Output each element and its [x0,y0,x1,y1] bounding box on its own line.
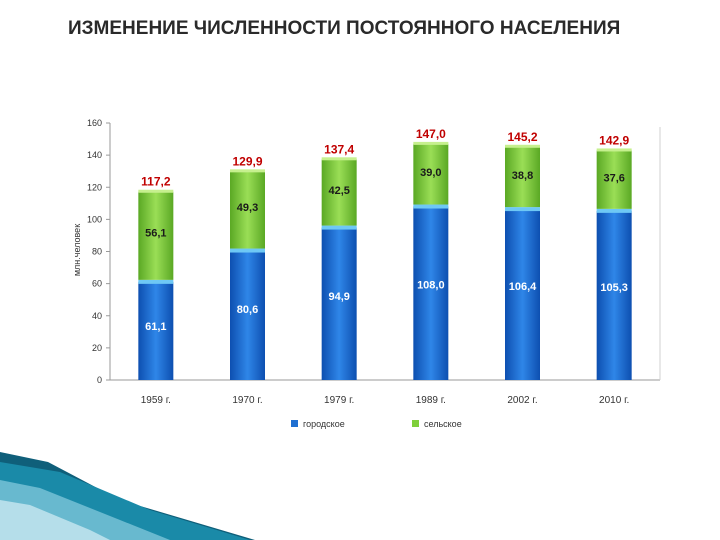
y-tick-label: 60 [92,279,102,289]
bar-urban-cap [596,208,632,213]
data-label-urban: 94,9 [328,291,349,303]
x-tick-label: 2010 г. [599,395,629,406]
bar-rural-cap [321,157,357,161]
bar-urban [505,209,540,380]
data-label-rural: 49,3 [237,202,258,214]
page-title: ИЗМЕНЕНИЕ ЧИСЛЕННОСТИ ПОСТОЯННОГО НАСЕЛЕ… [68,18,621,39]
bar-rural [596,150,632,209]
y-tick-label: 100 [87,214,102,224]
y-tick-label: 80 [92,247,102,257]
data-label-rural: 39,0 [420,167,441,179]
bar-urban [321,227,357,380]
data-label-total: 137,4 [324,142,354,156]
bar-urban-cap [413,204,449,209]
y-tick-label: 140 [87,150,102,160]
bar-rural-cap [413,141,449,145]
legend-label-rural: сельское [424,419,462,429]
bar-rural [138,191,174,280]
data-label-rural: 42,5 [328,185,349,197]
y-tick-label: 20 [92,343,102,353]
x-tick-label: 2002 г. [507,395,537,406]
data-label-urban: 105,3 [600,282,628,294]
y-tick-label: 120 [87,182,102,192]
data-label-urban: 61,1 [145,321,166,333]
bar-urban-cap [230,248,265,253]
bar-rural [413,143,449,205]
y-tick-label: 40 [92,311,102,321]
data-label-urban: 108,0 [417,280,445,292]
bar-rural [230,171,265,249]
bar-rural [505,146,540,208]
legend-swatch-rural [412,420,419,427]
data-label-rural: 56,1 [145,227,166,239]
data-label-rural: 37,6 [603,173,624,185]
y-axis-title: млн.человек [72,224,82,276]
data-label-urban: 106,4 [509,281,537,293]
bar-urban [413,206,449,380]
bar-urban [138,281,174,380]
y-tick-label: 0 [97,375,102,385]
plot-area: 0 20 40 60 80 100 120 140 160 млн.человек 61,1 56,1… [72,118,661,429]
data-label-total: 147,0 [416,127,446,141]
x-tick-label: 1959 г. [141,395,171,406]
x-tick-label: 1979 г. [324,395,354,406]
data-label-total: 142,9 [599,133,629,147]
bar-urban-cap [321,225,357,230]
x-tick-label: 1989 г. [416,395,446,406]
bar-rural-cap [596,148,632,152]
bar-rural-cap [230,169,265,173]
x-tick-label: 1970 г. [232,395,262,406]
bar-rural [321,159,357,226]
legend-swatch-urban [291,420,298,427]
data-label-total: 117,2 [141,175,171,189]
bar-urban-cap [505,207,540,212]
bar-urban [230,250,265,380]
data-label-total: 129,9 [232,154,262,168]
bar-urban [596,210,632,380]
y-tick-label: 160 [87,118,102,128]
data-label-total: 145,2 [507,130,537,144]
data-label-rural: 38,8 [512,170,533,182]
bar-rural-cap [138,189,174,193]
bar-rural-cap [505,144,540,148]
bar-urban-cap [138,279,174,284]
legend-label-urban: городское [303,419,345,429]
data-label-urban: 80,6 [237,304,258,316]
